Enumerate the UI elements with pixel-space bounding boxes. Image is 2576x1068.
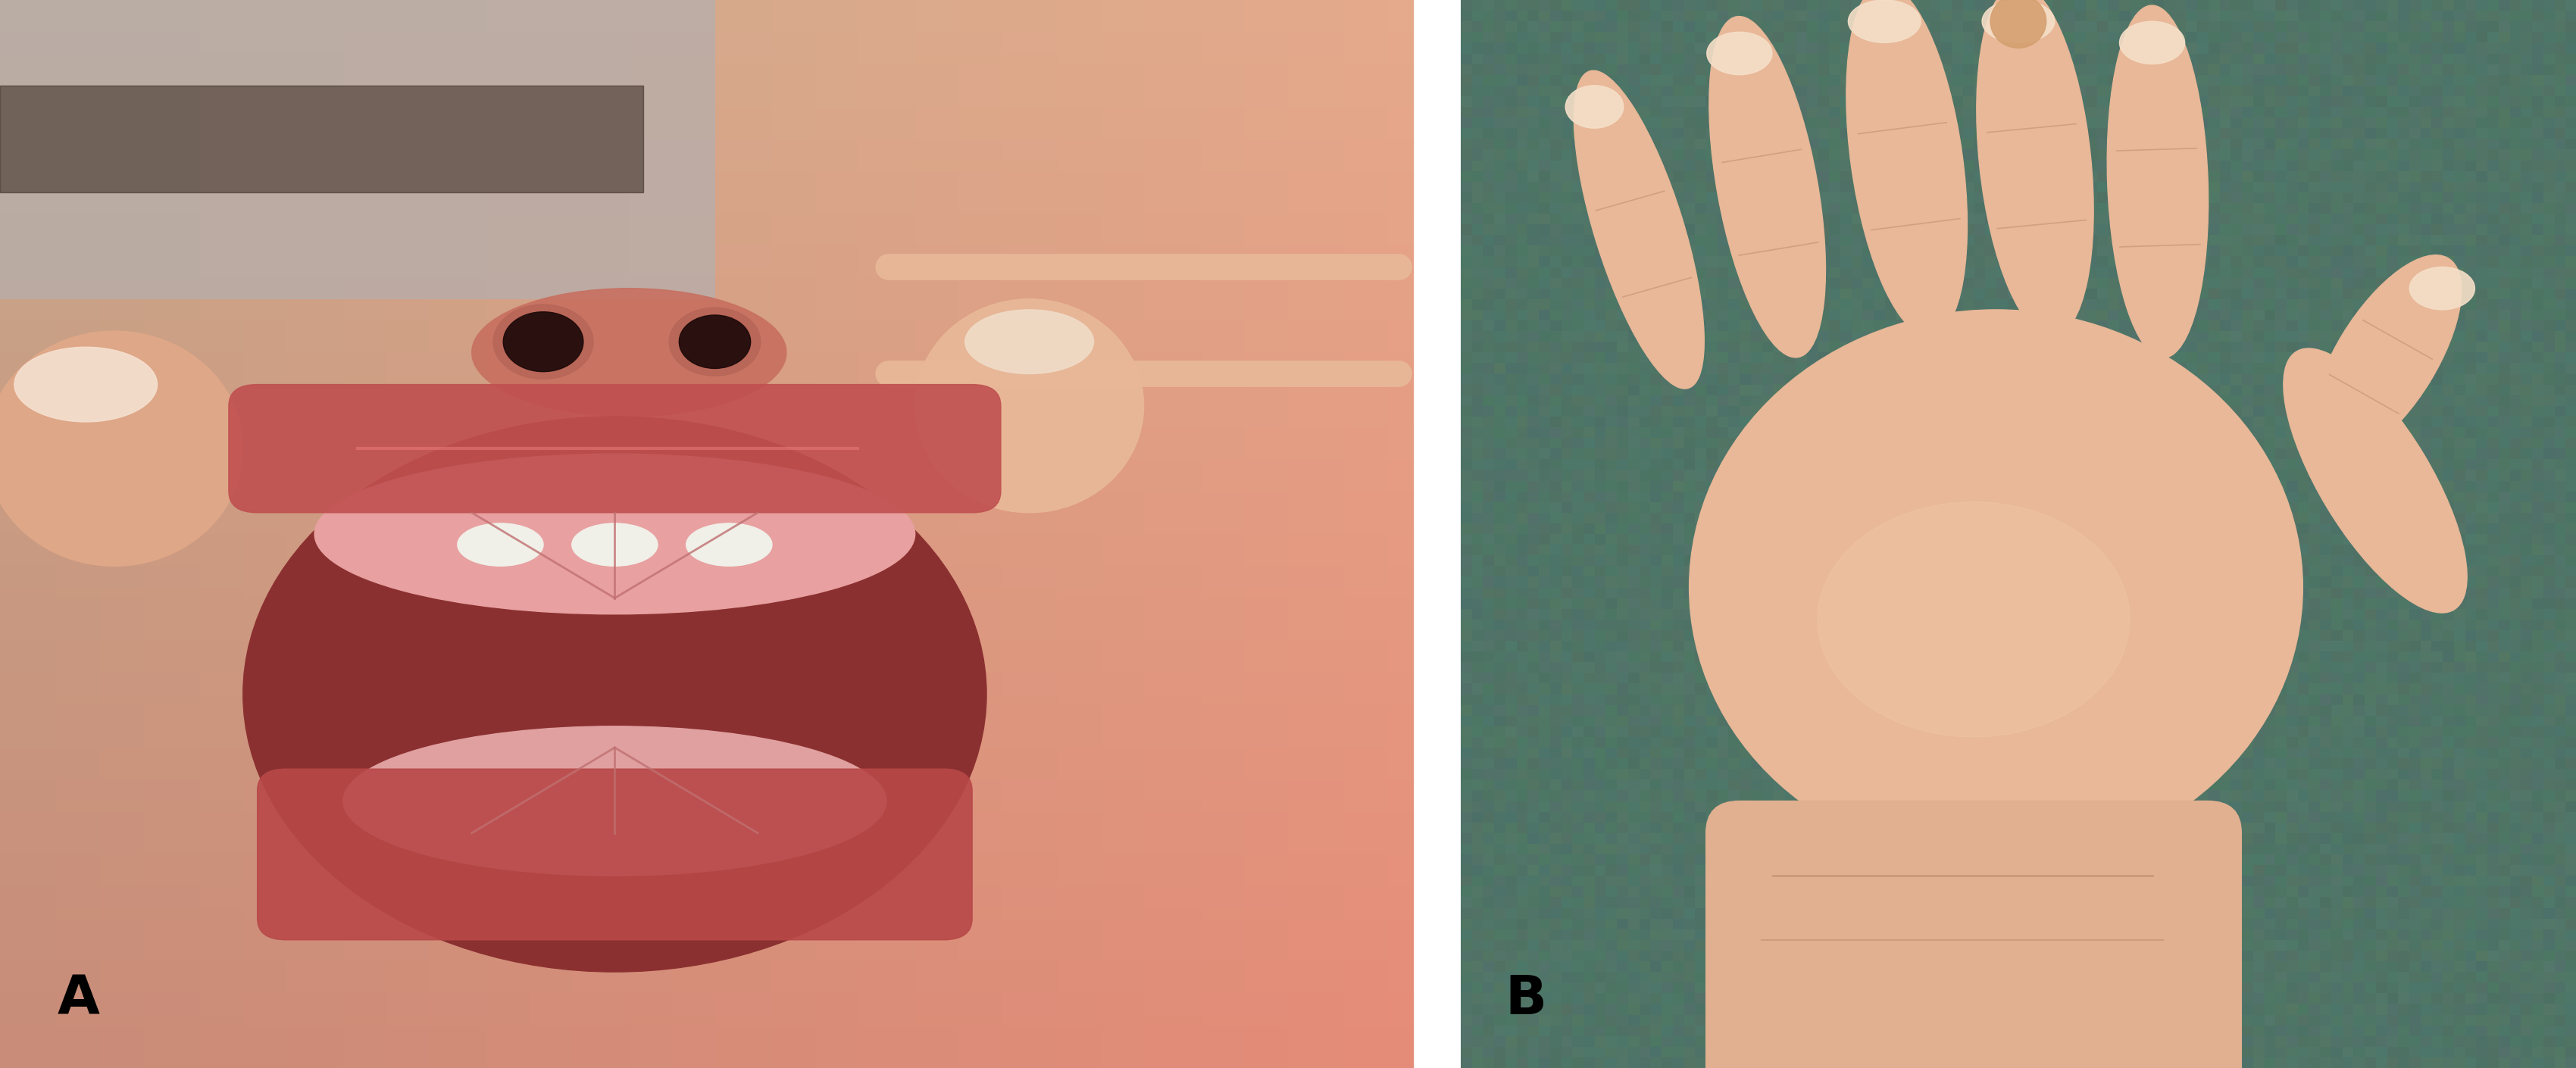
Ellipse shape [2409,267,2476,310]
FancyBboxPatch shape [229,384,1002,513]
Ellipse shape [2107,5,2208,358]
Ellipse shape [314,454,914,614]
Ellipse shape [459,523,544,566]
Circle shape [502,312,582,372]
FancyBboxPatch shape [1705,801,2241,1068]
Text: A: A [57,973,100,1025]
Ellipse shape [1847,0,1968,336]
Ellipse shape [1847,0,1922,43]
Ellipse shape [471,288,786,417]
Ellipse shape [1574,70,1705,389]
Ellipse shape [242,417,987,972]
Ellipse shape [1690,310,2303,865]
Circle shape [680,315,750,368]
Ellipse shape [966,310,1095,374]
Ellipse shape [2282,348,2468,613]
Ellipse shape [0,331,242,566]
Ellipse shape [914,299,1144,513]
Ellipse shape [15,347,157,422]
Ellipse shape [1819,502,2130,737]
Ellipse shape [2120,21,2184,64]
Ellipse shape [685,523,773,566]
FancyBboxPatch shape [258,769,971,940]
Circle shape [670,308,760,376]
Ellipse shape [1981,0,2056,43]
Circle shape [1991,0,2045,48]
Ellipse shape [1566,85,1623,128]
Ellipse shape [2311,255,2463,460]
Circle shape [492,304,592,379]
Text: B: B [1504,973,1548,1025]
Ellipse shape [1976,0,2094,336]
Ellipse shape [343,726,886,876]
Ellipse shape [1708,32,1772,75]
Ellipse shape [572,523,657,566]
Ellipse shape [1708,16,1826,358]
